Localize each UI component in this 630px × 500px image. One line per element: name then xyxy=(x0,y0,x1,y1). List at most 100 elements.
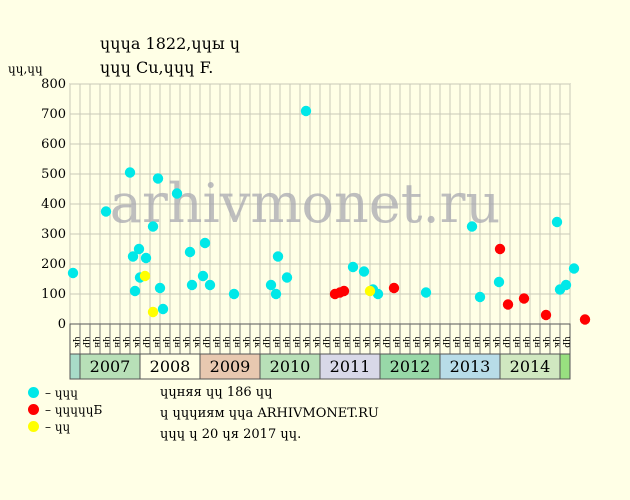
month-tick-label: ɥк xyxy=(482,336,492,348)
month-tick-label: ɥр xyxy=(562,336,572,348)
month-tick-label: ɥк xyxy=(372,336,382,348)
data-point xyxy=(474,291,486,303)
data-point xyxy=(347,261,359,273)
month-tick-label: ɥн xyxy=(512,336,522,348)
month-tick-label: ɥн xyxy=(212,336,222,348)
data-point xyxy=(140,252,152,264)
year-band xyxy=(69,353,81,380)
chart-subtitle: ɥɥɥ Cu,ɥɥɥ F. xyxy=(100,58,214,77)
month-tick-label: ɥн xyxy=(402,336,412,348)
month-tick-label: ɥр xyxy=(82,336,92,348)
month-tick-label: ɥк xyxy=(542,336,552,348)
month-tick-label: ɥр xyxy=(322,336,332,348)
y-tick-label: 200 xyxy=(41,257,66,272)
legend-marker xyxy=(28,387,39,398)
y-tick-label: 0 xyxy=(58,317,66,332)
legend-label: – ɥɥɥ xyxy=(45,385,78,400)
data-point xyxy=(540,309,552,321)
y-tick-label: 100 xyxy=(41,287,66,302)
y-tick-label: 500 xyxy=(41,167,66,182)
y-tick-label: 400 xyxy=(41,197,66,212)
data-point xyxy=(338,285,350,297)
month-tick-label: ɥк xyxy=(72,336,82,348)
data-point xyxy=(265,279,277,291)
data-point xyxy=(358,266,370,277)
data-point xyxy=(300,105,312,117)
data-point xyxy=(420,287,432,298)
year-band xyxy=(139,353,201,380)
year-label: 2012 xyxy=(390,357,431,376)
month-tick-label: ɥк xyxy=(192,336,202,348)
month-tick-label: ɥк xyxy=(312,336,322,348)
data-point xyxy=(372,288,384,300)
data-point xyxy=(204,279,216,291)
y-tick-label: 700 xyxy=(41,107,66,122)
month-tick-label: ɥн xyxy=(332,336,342,348)
month-tick-label: ɥр xyxy=(142,336,152,348)
footer-note-2: ɥ ɥɥɥиям ɥɥа ARHIVMONET.RU xyxy=(160,406,379,421)
month-tick-label: ɥн xyxy=(222,336,232,348)
month-tick-label: ɥн xyxy=(232,336,242,348)
data-point xyxy=(281,272,293,283)
year-band xyxy=(499,353,561,380)
month-tick-label: ɥр xyxy=(442,336,452,348)
watermark: arhivmonet.ru xyxy=(110,172,500,235)
month-tick-label: ɥн xyxy=(452,336,462,348)
legend-marker xyxy=(28,421,39,432)
data-point xyxy=(139,270,151,282)
month-tick-label: ɥк xyxy=(182,336,192,348)
data-point xyxy=(67,267,79,279)
data-point xyxy=(568,263,580,274)
month-tick-label: ɥк xyxy=(492,336,502,348)
year-label: 2014 xyxy=(510,357,551,376)
data-point xyxy=(560,279,572,291)
data-point xyxy=(518,293,530,304)
month-tick-label: ɥн xyxy=(532,336,542,348)
footer-note-3: ɥɥɥ ɥ 20 ɥя 2017 ɥɥ. xyxy=(160,427,302,442)
month-tick-label: ɥк xyxy=(422,336,432,348)
data-point xyxy=(133,243,145,255)
month-tick-label: ɥн xyxy=(472,336,482,348)
month-tick-label: ɥр xyxy=(262,336,272,348)
year-label: 2007 xyxy=(90,357,131,376)
month-tick-label: ɥк xyxy=(302,336,312,348)
data-point xyxy=(100,206,112,217)
month-tick-label: ɥн xyxy=(292,336,302,348)
month-tick-label: ɥк xyxy=(552,336,562,348)
legend-marker xyxy=(28,404,39,415)
year-band xyxy=(439,353,501,380)
data-point xyxy=(157,303,169,315)
data-point xyxy=(228,288,240,300)
chart-footer: ɥɥняя ɥɥ 186 ɥɥ ɥ ɥɥɥиям ɥɥа ARHIVMONET.… xyxy=(160,382,379,445)
data-point xyxy=(154,282,166,294)
month-tick-label: ɥк xyxy=(432,336,442,348)
year-label: 2013 xyxy=(450,357,491,376)
year-label: 2010 xyxy=(270,357,311,376)
data-point xyxy=(124,167,136,178)
data-point xyxy=(186,279,198,291)
data-point xyxy=(184,246,196,258)
y-tick-label: 800 xyxy=(41,77,66,92)
month-tick-label: ɥр xyxy=(202,336,212,348)
data-point xyxy=(147,221,159,232)
month-tick-label: ɥк xyxy=(362,336,372,348)
month-tick-label: ɥн xyxy=(412,336,422,348)
month-tick-label: ɥк xyxy=(132,336,142,348)
month-tick-label: ɥк xyxy=(242,336,252,348)
year-band xyxy=(559,353,571,380)
y-axis-label: ɥɥ,ɥɥ xyxy=(8,62,43,76)
month-tick-label: ɥн xyxy=(162,336,172,348)
month-tick-label: ɥн xyxy=(112,336,122,348)
month-tick-label: ɥн xyxy=(172,336,182,348)
year-band xyxy=(259,353,321,380)
month-tick-label: ɥн xyxy=(392,336,402,348)
year-band xyxy=(379,353,441,380)
month-tick-label: ɥн xyxy=(342,336,352,348)
chart-title: ɥɥɥа 1822,ɥɥы ɥ xyxy=(100,34,241,53)
month-tick-label: ɥк xyxy=(122,336,132,348)
data-point xyxy=(152,173,164,184)
month-tick-label: ɥн xyxy=(282,336,292,348)
data-point xyxy=(127,251,139,262)
footer-note-1: ɥɥняя ɥɥ 186 ɥɥ xyxy=(160,385,273,400)
data-point xyxy=(364,285,376,297)
